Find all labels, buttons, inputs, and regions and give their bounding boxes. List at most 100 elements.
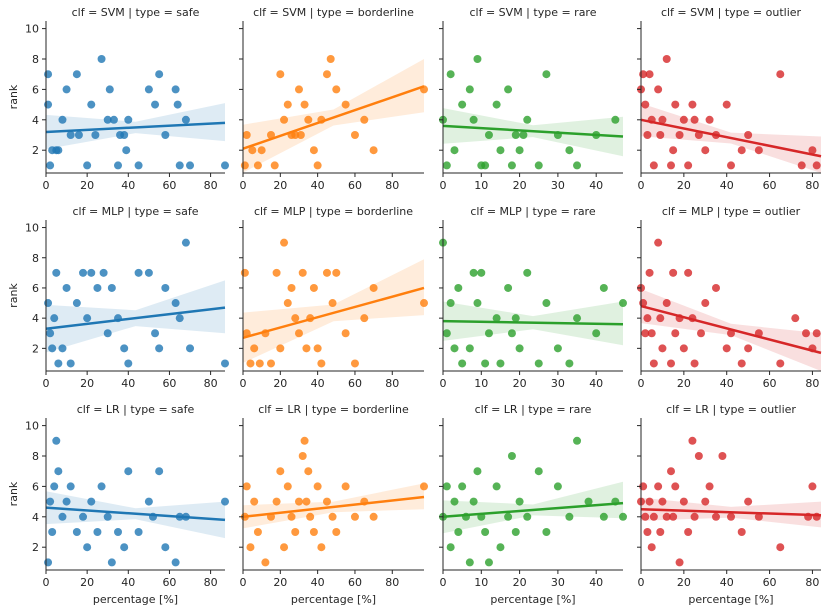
data-point xyxy=(242,131,251,139)
x-tick-label: 0 xyxy=(638,179,645,192)
y-tick-label: 10 xyxy=(25,420,39,433)
data-point xyxy=(690,359,699,368)
data-point xyxy=(50,314,59,323)
y-axis-label: rank xyxy=(7,283,20,308)
panel-mlp-safe: clf = MLP | type = safe 2 4 6 8 10 0 20 40 60 80 ra… xyxy=(7,205,229,390)
regression-line xyxy=(640,507,822,517)
data-point xyxy=(171,299,180,308)
data-point xyxy=(54,359,63,368)
data-point xyxy=(496,359,505,368)
data-point xyxy=(246,543,255,552)
data-point xyxy=(492,100,501,109)
panel-title: clf = LR | type = borderline xyxy=(258,403,409,416)
data-point xyxy=(812,329,821,338)
y-tick-label: 4 xyxy=(32,511,39,524)
regression-line xyxy=(242,286,425,339)
data-point xyxy=(253,528,262,536)
data-point xyxy=(54,146,63,155)
data-point xyxy=(671,100,680,109)
data-point xyxy=(309,528,318,536)
data-point xyxy=(420,299,428,308)
data-point xyxy=(124,115,133,124)
panel-title: clf = LR | type = rare xyxy=(475,403,592,416)
data-point xyxy=(722,344,731,353)
data-point xyxy=(161,131,170,139)
x-tick-label: 80 xyxy=(204,377,218,390)
data-point xyxy=(44,100,53,109)
panel-title: clf = MLP | type = outlier xyxy=(662,205,801,218)
regression-line xyxy=(442,124,624,138)
data-point xyxy=(313,344,322,353)
data-point xyxy=(79,512,88,521)
data-point xyxy=(250,344,259,353)
data-point xyxy=(675,131,684,139)
data-point xyxy=(107,558,116,567)
data-point xyxy=(134,528,143,536)
data-point xyxy=(186,344,195,353)
x-tick-label: 20 xyxy=(677,576,691,589)
data-point xyxy=(744,131,753,139)
confidence-band xyxy=(443,481,623,534)
data-point xyxy=(507,161,516,170)
data-point xyxy=(105,85,114,94)
data-point xyxy=(317,543,326,552)
data-point xyxy=(44,299,53,308)
x-tick-label: 0 xyxy=(240,576,247,589)
data-point xyxy=(656,314,665,323)
data-point xyxy=(72,70,81,79)
data-point xyxy=(649,161,658,170)
data-point xyxy=(808,146,817,155)
data-point xyxy=(134,161,143,170)
data-point xyxy=(350,512,359,521)
data-point xyxy=(492,482,501,491)
data-point xyxy=(66,482,75,491)
panel-title: clf = MLP | type = borderline xyxy=(254,205,413,218)
x-tick-label: 0 xyxy=(440,179,447,192)
x-tick-label: 20 xyxy=(80,377,94,390)
data-point xyxy=(240,268,249,277)
data-point xyxy=(656,528,665,536)
data-point xyxy=(79,268,88,277)
data-point xyxy=(161,543,170,552)
data-point xyxy=(261,558,270,567)
data-point xyxy=(120,344,129,353)
data-point xyxy=(87,497,96,506)
data-point xyxy=(611,115,620,124)
data-point xyxy=(266,359,275,368)
x-tick-label: 30 xyxy=(551,377,565,390)
data-point xyxy=(688,436,697,445)
regression-line xyxy=(640,118,822,158)
data-point xyxy=(465,558,474,567)
data-point xyxy=(313,161,322,170)
data-point xyxy=(643,314,652,323)
data-point xyxy=(481,528,490,536)
data-point xyxy=(120,543,129,552)
data-point xyxy=(109,115,118,124)
data-point xyxy=(679,115,688,124)
data-point xyxy=(291,314,300,323)
data-point xyxy=(276,344,285,353)
data-point xyxy=(797,161,806,170)
x-tick-label: 60 xyxy=(162,179,176,192)
data-point xyxy=(255,359,264,368)
data-point xyxy=(97,482,106,491)
data-point xyxy=(515,344,524,353)
x-tick-label: 10 xyxy=(474,179,488,192)
data-point xyxy=(50,482,59,491)
data-point xyxy=(473,467,482,476)
data-point xyxy=(313,482,322,491)
data-point xyxy=(701,146,710,155)
data-point xyxy=(99,268,108,277)
data-point xyxy=(492,314,501,323)
x-tick-label: 60 xyxy=(348,377,362,390)
data-point xyxy=(473,55,482,63)
data-point xyxy=(246,359,255,368)
data-point xyxy=(300,436,309,445)
x-tick-label: 60 xyxy=(763,179,777,192)
data-point xyxy=(458,359,467,368)
data-point xyxy=(667,359,675,368)
data-point xyxy=(83,161,92,170)
data-point xyxy=(332,268,341,277)
data-point xyxy=(643,131,652,139)
data-point xyxy=(186,161,195,170)
